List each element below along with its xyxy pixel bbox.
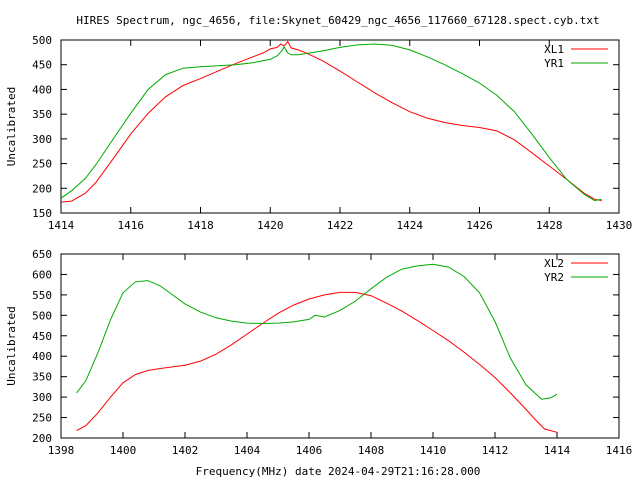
series-line-xl1	[60, 40, 602, 203]
y-tick-label: 250	[32, 412, 52, 425]
legend-label-xl2: XL2	[544, 257, 564, 270]
x-tick-label: 1410	[420, 444, 447, 457]
y-tick-label: 400	[32, 83, 52, 96]
series-line-xl2	[76, 291, 558, 433]
x-tick-label: 1414	[48, 219, 75, 232]
x-tick-label: 1408	[358, 444, 385, 457]
y-tick-label: 350	[32, 108, 52, 121]
legend-label-yr1: YR1	[544, 57, 564, 70]
y-tick-label: 450	[32, 59, 52, 72]
x-tick-label: 1414	[544, 444, 571, 457]
x-tick-label: 1418	[187, 219, 214, 232]
plot-frame	[60, 253, 620, 439]
y-tick-label: 650	[32, 248, 52, 261]
y-tick-label: 550	[32, 289, 52, 302]
y-tick-label: 250	[32, 158, 52, 171]
legend-label-yr2: YR2	[544, 271, 564, 284]
y-tick-label: 300	[32, 133, 52, 146]
x-tick-label: 1406	[296, 444, 323, 457]
x-tick-label: 1402	[172, 444, 199, 457]
x-tick-label: 1422	[327, 219, 354, 232]
x-tick-label: 1426	[466, 219, 493, 232]
y-tick-label: 150	[32, 207, 52, 220]
y-axis-label: Uncalibrated	[5, 306, 18, 385]
series-line-yr2	[76, 263, 558, 400]
x-tick-label: 1416	[118, 219, 145, 232]
y-tick-label: 200	[32, 182, 52, 195]
y-tick-label: 450	[32, 330, 52, 343]
y-tick-label: 200	[32, 432, 52, 445]
y-tick-label: 500	[32, 309, 52, 322]
series-line-yr1	[60, 43, 602, 202]
x-tick-label: 1404	[234, 444, 261, 457]
plot-frame	[60, 39, 620, 214]
figure-title: HIRES Spectrum, ngc_4656, file:Skynet_60…	[76, 14, 599, 27]
y-tick-label: 350	[32, 371, 52, 384]
x-tick-label: 1412	[482, 444, 509, 457]
x-tick-label: 1420	[257, 219, 284, 232]
y-axis-label: Uncalibrated	[5, 87, 18, 166]
x-tick-label: 1428	[536, 219, 563, 232]
x-axis-label: Frequency(MHz) date 2024-04-29T21:16:28.…	[196, 465, 481, 478]
x-tick-label: 1424	[397, 219, 424, 232]
y-tick-label: 500	[32, 34, 52, 47]
x-tick-label: 1398	[48, 444, 75, 457]
x-tick-label: 1400	[110, 444, 137, 457]
y-tick-label: 400	[32, 350, 52, 363]
y-tick-label: 300	[32, 391, 52, 404]
y-tick-label: 600	[32, 268, 52, 281]
x-tick-label: 1416	[606, 444, 633, 457]
bottom-panel: 1398 1400 1402 1404 1406 1408 1410 1412 1414 1416…	[5, 248, 632, 457]
legend-label-xl1: XL1	[544, 43, 564, 56]
x-tick-label: 1430	[606, 219, 633, 232]
top-panel: 1414 1416 1418 1420 1422 1424 1426 1428 1430 150 2…	[5, 34, 632, 232]
